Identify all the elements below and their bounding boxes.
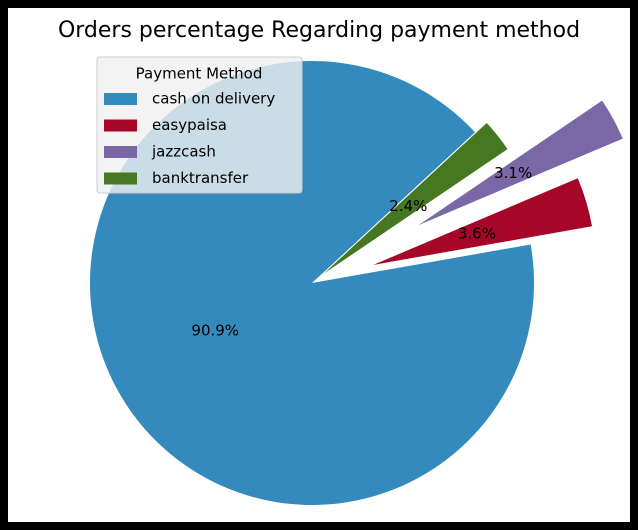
legend-label: jazzcash <box>151 143 216 161</box>
legend-label: cash on delivery <box>152 90 275 108</box>
legend-title: Payment Method <box>136 65 263 83</box>
legend-box <box>96 56 303 194</box>
pie-slice <box>373 178 592 265</box>
pie-slice <box>323 122 508 274</box>
slice-label: 2.4% <box>389 197 427 215</box>
legend-swatch <box>104 172 137 185</box>
slice-label: 90.9% <box>191 321 239 339</box>
legend: Payment Method cash on delivery easypaisa j… <box>96 56 303 194</box>
pie-slice <box>418 100 623 226</box>
legend-label: easypaisa <box>152 116 227 134</box>
slice-label: 3.6% <box>458 225 496 243</box>
legend-swatch <box>104 93 137 105</box>
legend-label: banktransfer <box>152 169 249 187</box>
chart-title: Orders percentage Regarding payment meth… <box>58 18 580 43</box>
legend-swatch <box>104 119 137 132</box>
legend-swatch <box>104 146 137 158</box>
slice-label: 3.1% <box>494 164 532 182</box>
